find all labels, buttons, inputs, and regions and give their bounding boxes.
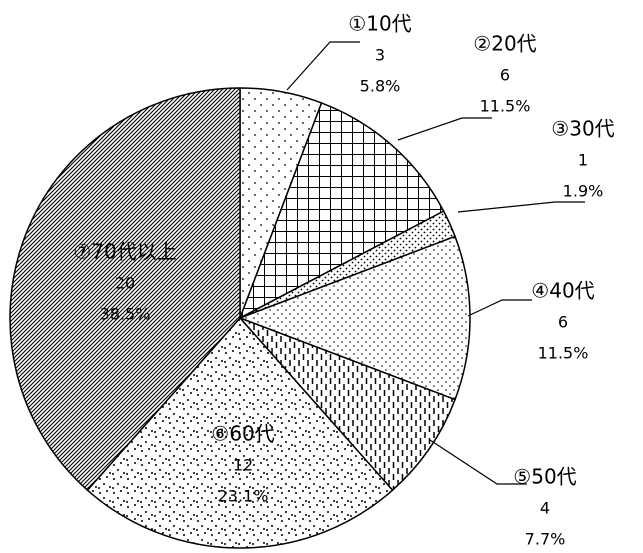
slice-count: 3: [375, 46, 385, 65]
pie-slice: [86, 316, 394, 549]
slice-percent: 5.8%: [360, 77, 401, 96]
slice-label: ④40代: [531, 279, 594, 303]
slice-label: ⑥60代: [211, 422, 274, 446]
leader-line: [397, 117, 492, 141]
slice-count: 6: [558, 313, 568, 332]
slice-count: 6: [500, 66, 510, 85]
slice-label: ①10代: [348, 12, 411, 36]
leader-line: [457, 201, 585, 213]
slice-percent: 11.5%: [480, 97, 531, 116]
slice-label: ⑤50代: [513, 465, 576, 489]
leader-line: [467, 299, 532, 317]
pie-slice: [237, 235, 471, 401]
leader-line: [429, 439, 527, 485]
slice-percent: 23.1%: [218, 487, 269, 506]
slice-percent: 11.5%: [538, 344, 589, 363]
slice-label: ②20代: [473, 32, 536, 56]
pie-slice: [239, 317, 457, 492]
slice-count: 4: [540, 499, 550, 518]
slice-label: ⑦70代以上: [73, 240, 176, 264]
slice-count: 20: [115, 274, 135, 293]
slice-percent: 7.7%: [525, 530, 566, 549]
slice-label: ③30代: [551, 117, 614, 141]
slice-count: 12: [233, 456, 253, 475]
slice-percent: 38.5%: [100, 305, 151, 324]
slice-count: 1: [578, 151, 588, 170]
pie-slice: [238, 101, 445, 320]
pie-slice: [9, 87, 241, 492]
leader-line: [286, 41, 360, 91]
slice-percent: 1.9%: [563, 182, 604, 201]
